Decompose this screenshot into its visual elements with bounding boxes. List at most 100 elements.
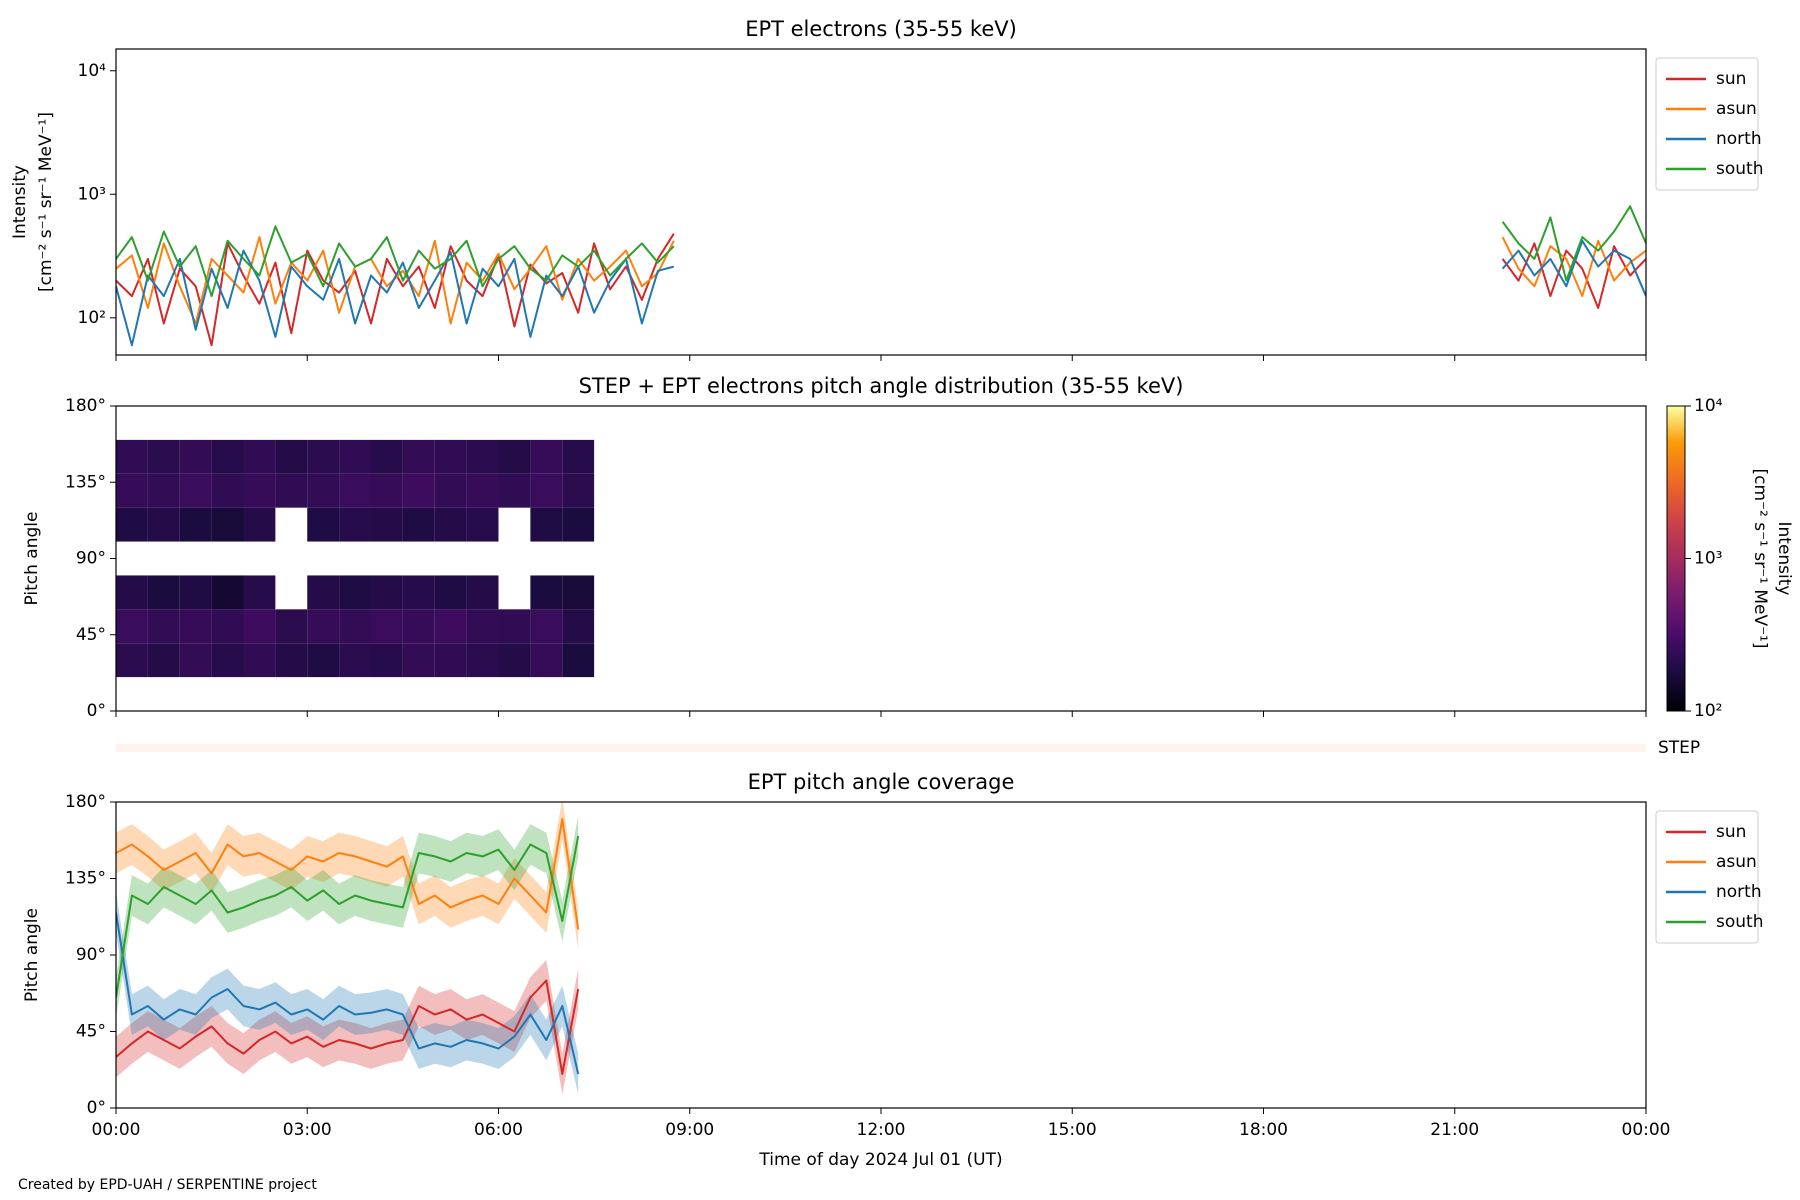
- heatmap-cell: [116, 609, 148, 644]
- heatmap-cell: [371, 507, 403, 542]
- y-tick-label: 10⁴: [78, 61, 107, 81]
- colorbar-tick-label: 10²: [1694, 701, 1722, 721]
- heatmap-cell: [211, 507, 244, 542]
- y-tick-label: 135°: [65, 869, 106, 889]
- legend-label: sun: [1716, 822, 1746, 842]
- x-tick-label: 15:00: [1048, 1120, 1097, 1140]
- heatmap-cell: [147, 439, 180, 474]
- y-tick-label: 10²: [78, 308, 106, 328]
- colorbar-tick-label: 10³: [1694, 549, 1722, 569]
- heatmap-cell: [179, 439, 212, 474]
- heatmap-cell: [402, 609, 435, 644]
- x-tick-label: 03:00: [283, 1120, 332, 1140]
- panel-title: STEP + EPT electrons pitch angle distrib…: [579, 374, 1184, 398]
- series-line: [116, 233, 1646, 347]
- heatmap-cell: [243, 507, 276, 542]
- axes-frame: [115, 801, 1647, 1109]
- series-line: [116, 239, 1646, 347]
- y-tick-label: 45°: [76, 625, 106, 645]
- colorbar-label: Intensity: [1774, 522, 1794, 596]
- heatmap-cell: [498, 439, 531, 474]
- y-tick-label: 180°: [65, 792, 106, 812]
- heatmap-cell: [179, 609, 212, 644]
- y-tick-label: 45°: [76, 1022, 106, 1042]
- heatmap-cell: [211, 439, 244, 474]
- heatmap-cell: [339, 643, 371, 678]
- heatmap-cell: [466, 575, 499, 610]
- y-tick-label: 90°: [76, 549, 106, 569]
- legend-label: north: [1716, 882, 1762, 902]
- y-axis-label: Pitch angle: [22, 908, 42, 1002]
- heatmap-cell: [147, 507, 180, 542]
- coverage-band: [116, 802, 579, 950]
- heatmap-cell: [243, 439, 276, 474]
- heatmap-cell: [434, 439, 467, 474]
- heatmap-cell: [371, 439, 403, 474]
- heatmap-cell: [530, 439, 563, 474]
- heatmap-cell: [307, 473, 340, 508]
- heatmap-cell: [498, 473, 531, 508]
- heatmap-cell: [434, 575, 467, 610]
- heatmap-cell: [116, 643, 148, 678]
- y-axis-label: [cm⁻² s⁻¹ sr⁻¹ MeV⁻¹]: [36, 112, 56, 292]
- series-line: [116, 835, 580, 998]
- y-axis-label: Intensity: [10, 165, 30, 239]
- heatmap-cell: [339, 439, 371, 474]
- panel-title: EPT electrons (35-55 keV): [745, 17, 1017, 41]
- x-axis-label: Time of day 2024 Jul 01 (UT): [758, 1150, 1002, 1170]
- heatmap-cell: [402, 473, 435, 508]
- heatmap-cell: [402, 643, 435, 678]
- y-tick-label: 0°: [87, 701, 106, 721]
- heatmap-cell: [466, 439, 499, 474]
- heatmap-cell: [243, 609, 276, 644]
- y-tick-label: 180°: [65, 396, 106, 416]
- coverage-band: [116, 815, 579, 1018]
- y-tick-label: 10³: [78, 184, 106, 204]
- heatmap-cell: [147, 643, 180, 678]
- heatmap-cell: [562, 439, 595, 474]
- plot-area: [116, 205, 1646, 347]
- y-tick-label: 90°: [76, 945, 106, 965]
- plot-area: [116, 802, 580, 1095]
- x-tick-label: 09:00: [665, 1120, 714, 1140]
- y-tick-label: 135°: [65, 472, 106, 492]
- x-tick-label: 21:00: [1430, 1120, 1479, 1140]
- heatmap-cell: [307, 439, 340, 474]
- heatmap-cell: [243, 473, 276, 508]
- footer: Created by EPD-UAH / SERPENTINE project: [18, 1177, 317, 1193]
- heatmap-cell: [339, 507, 371, 542]
- heatmap-cell: [275, 643, 308, 678]
- legend-box: [1655, 57, 1759, 191]
- heatmap-cell: [466, 609, 499, 644]
- legend-label: asun: [1716, 852, 1757, 872]
- heatmap-cell: [339, 473, 371, 508]
- heatmap-cell: [434, 473, 467, 508]
- coverage-band: [116, 960, 579, 1095]
- heatmap-cell: [498, 643, 531, 678]
- heatmap-cell: [498, 609, 531, 644]
- colorbar: [1666, 405, 1686, 712]
- heatmap-cell: [371, 609, 403, 644]
- colorbar-tick-label: 10⁴: [1694, 396, 1723, 416]
- heatmap-cell: [530, 609, 563, 644]
- heatmap-cell: [371, 643, 403, 678]
- panel-title: EPT pitch angle coverage: [748, 770, 1015, 794]
- heatmap-cell: [147, 473, 180, 508]
- step-band: [116, 744, 1646, 752]
- heatmap-cell: [530, 575, 563, 610]
- x-tick-label: 12:00: [857, 1120, 906, 1140]
- heatmap-cell: [562, 473, 595, 508]
- heatmap-cell: [371, 575, 403, 610]
- legend-label: sun: [1716, 69, 1746, 89]
- heatmap-cell: [466, 643, 499, 678]
- heatmap-cell: [530, 643, 563, 678]
- heatmap-cell: [434, 609, 467, 644]
- x-tick-label: 06:00: [474, 1120, 523, 1140]
- heatmap-cell: [147, 609, 180, 644]
- heatmap-cell: [307, 643, 340, 678]
- heatmap-cell: [116, 473, 148, 508]
- y-tick-label: 0°: [87, 1098, 106, 1118]
- heatmap-cell: [275, 609, 308, 644]
- heatmap-cell: [530, 473, 563, 508]
